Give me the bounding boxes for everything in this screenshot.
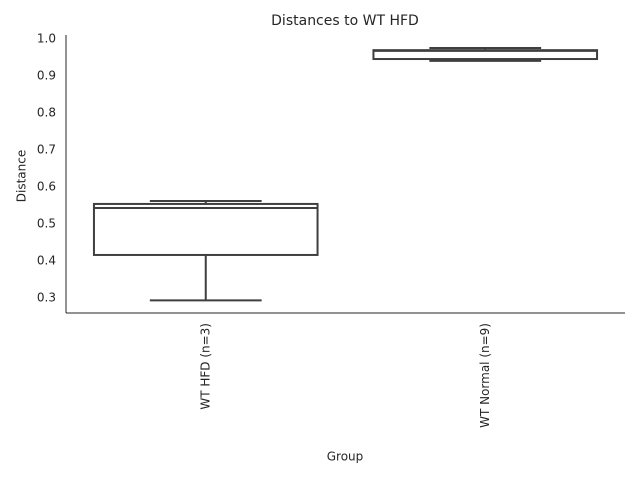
y-tick-label: 0.6 <box>37 179 56 193</box>
x-axis-label: Group <box>327 450 364 464</box>
y-tick-label: 0.9 <box>37 69 56 83</box>
x-tick-label: WT HFD (n=3) <box>198 323 212 410</box>
y-tick-label: 0.3 <box>37 290 56 304</box>
y-tick-label: 0.4 <box>37 253 56 267</box>
box <box>92 202 319 256</box>
x-tick-label: WT Normal (n=9) <box>478 323 492 428</box>
y-tick-label: 0.8 <box>37 106 56 120</box>
y-tick-label: 1.0 <box>37 32 56 46</box>
y-tick-label: 0.7 <box>37 142 56 156</box>
y-tick-label: 0.5 <box>37 216 56 230</box>
chart-title: Distances to WT HFD <box>271 13 419 29</box>
y-axis-label: Distance <box>15 150 29 202</box>
